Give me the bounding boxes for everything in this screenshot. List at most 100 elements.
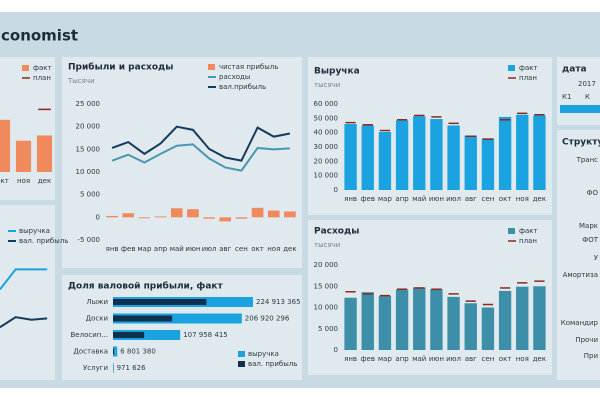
y-tick-label: 0 xyxy=(334,186,338,194)
quarter[interactable]: К xyxy=(585,93,590,101)
bar xyxy=(481,138,495,190)
bar xyxy=(447,296,460,350)
year: 2017 xyxy=(578,80,596,88)
y-tick-label: 20 000 xyxy=(314,157,339,165)
y-tick-label: 15 000 xyxy=(314,282,339,290)
bar xyxy=(430,119,443,190)
legend-label: вал.прибыль xyxy=(219,83,266,91)
bar xyxy=(113,299,207,305)
legend-label: факт xyxy=(33,64,52,72)
value-label: 224 913 365 xyxy=(256,298,301,306)
x-tick-label: дек xyxy=(533,355,546,363)
x-tick-label: апр xyxy=(154,245,168,253)
bar xyxy=(481,307,495,350)
bar xyxy=(36,135,53,172)
y-tick-label: 0 xyxy=(96,213,100,221)
panel xyxy=(0,205,55,380)
y-tick-label: 40 000 xyxy=(314,129,339,137)
x-tick-label: июн xyxy=(429,195,444,203)
panel xyxy=(557,57,600,125)
bar xyxy=(113,315,173,322)
category-label: Доски xyxy=(86,315,108,323)
legend-label: выручка xyxy=(19,227,50,235)
value-label: 971 626 xyxy=(117,364,146,372)
x-tick-label: окт xyxy=(0,177,9,185)
row-label: При xyxy=(584,352,598,360)
legend-label: выручка xyxy=(248,350,279,358)
value-label: 206 920 296 xyxy=(245,315,290,323)
bar xyxy=(113,332,145,338)
chart-title: Прибыли и расходы xyxy=(68,62,173,73)
x-tick-label: ноя xyxy=(17,177,30,185)
bar xyxy=(413,287,426,350)
bar xyxy=(138,217,151,219)
timeline-slider[interactable] xyxy=(560,105,600,113)
chart-title: Расходы xyxy=(314,227,359,237)
y-tick-label: 25 000 xyxy=(76,100,101,108)
bar xyxy=(395,120,409,190)
bar xyxy=(113,330,181,340)
y-tick-label: 5 000 xyxy=(80,191,100,199)
y-tick-label: 10 000 xyxy=(314,304,339,312)
row-label: ФОТ xyxy=(582,236,599,244)
row-label: Командир xyxy=(561,319,599,327)
x-tick-label: июл xyxy=(446,355,461,363)
bar xyxy=(187,209,199,218)
line xyxy=(0,316,48,329)
y-tick-label: 20 000 xyxy=(314,261,339,269)
category-label: Лыжи xyxy=(86,298,108,306)
bar xyxy=(113,348,114,355)
panel xyxy=(62,57,302,268)
x-tick-label: дек xyxy=(533,195,546,203)
line xyxy=(0,268,48,291)
bar xyxy=(251,207,264,218)
bar xyxy=(284,211,296,218)
bar xyxy=(154,216,167,218)
x-tick-label: сен xyxy=(235,245,248,253)
legend-swatch xyxy=(22,65,29,71)
x-tick-label: фев xyxy=(361,195,375,203)
legend-label: чистая прибыль xyxy=(219,63,278,71)
x-tick-label: фев xyxy=(121,245,135,253)
chart-subtitle: тысячи xyxy=(314,241,340,249)
panel xyxy=(557,130,600,380)
bar xyxy=(106,215,118,218)
x-tick-label: июл xyxy=(202,245,217,253)
bar xyxy=(430,289,443,350)
bar xyxy=(378,296,392,350)
legend-swatch xyxy=(208,64,215,70)
bar xyxy=(344,297,357,350)
chart-title: Выручка xyxy=(314,67,360,77)
row-label: Марк xyxy=(579,222,598,230)
x-tick-label: мар xyxy=(137,245,152,253)
x-tick-label: дек xyxy=(283,245,296,253)
x-tick-label: июн xyxy=(429,355,444,363)
x-tick-label: ноя xyxy=(516,355,529,363)
bar xyxy=(533,286,546,350)
legend-swatch xyxy=(508,228,515,234)
bar xyxy=(516,286,529,350)
x-tick-label: ноя xyxy=(516,195,529,203)
bar xyxy=(235,217,248,219)
row-label: ФО xyxy=(586,189,598,197)
bar xyxy=(378,131,392,190)
category-label: Доставка xyxy=(73,348,108,356)
x-tick-label: июн xyxy=(185,245,200,253)
x-tick-label: сен xyxy=(482,195,495,203)
chart-subtitle: тысячи xyxy=(314,81,340,89)
x-tick-label: ноя xyxy=(267,245,280,253)
bar xyxy=(15,140,32,172)
category-label: Велосип... xyxy=(70,331,108,339)
legend-label: расходы xyxy=(219,73,250,81)
bar xyxy=(413,116,426,190)
bar xyxy=(203,217,215,219)
y-tick-label: 0 xyxy=(334,346,338,354)
x-tick-label: фев xyxy=(361,355,375,363)
quarter[interactable]: К1 xyxy=(562,93,571,101)
y-tick-label: 10 000 xyxy=(314,172,339,180)
row-label: Транс xyxy=(576,156,599,164)
y-tick-label: 5 000 xyxy=(318,325,338,333)
line xyxy=(111,125,291,162)
panel-title: дата xyxy=(562,65,587,75)
